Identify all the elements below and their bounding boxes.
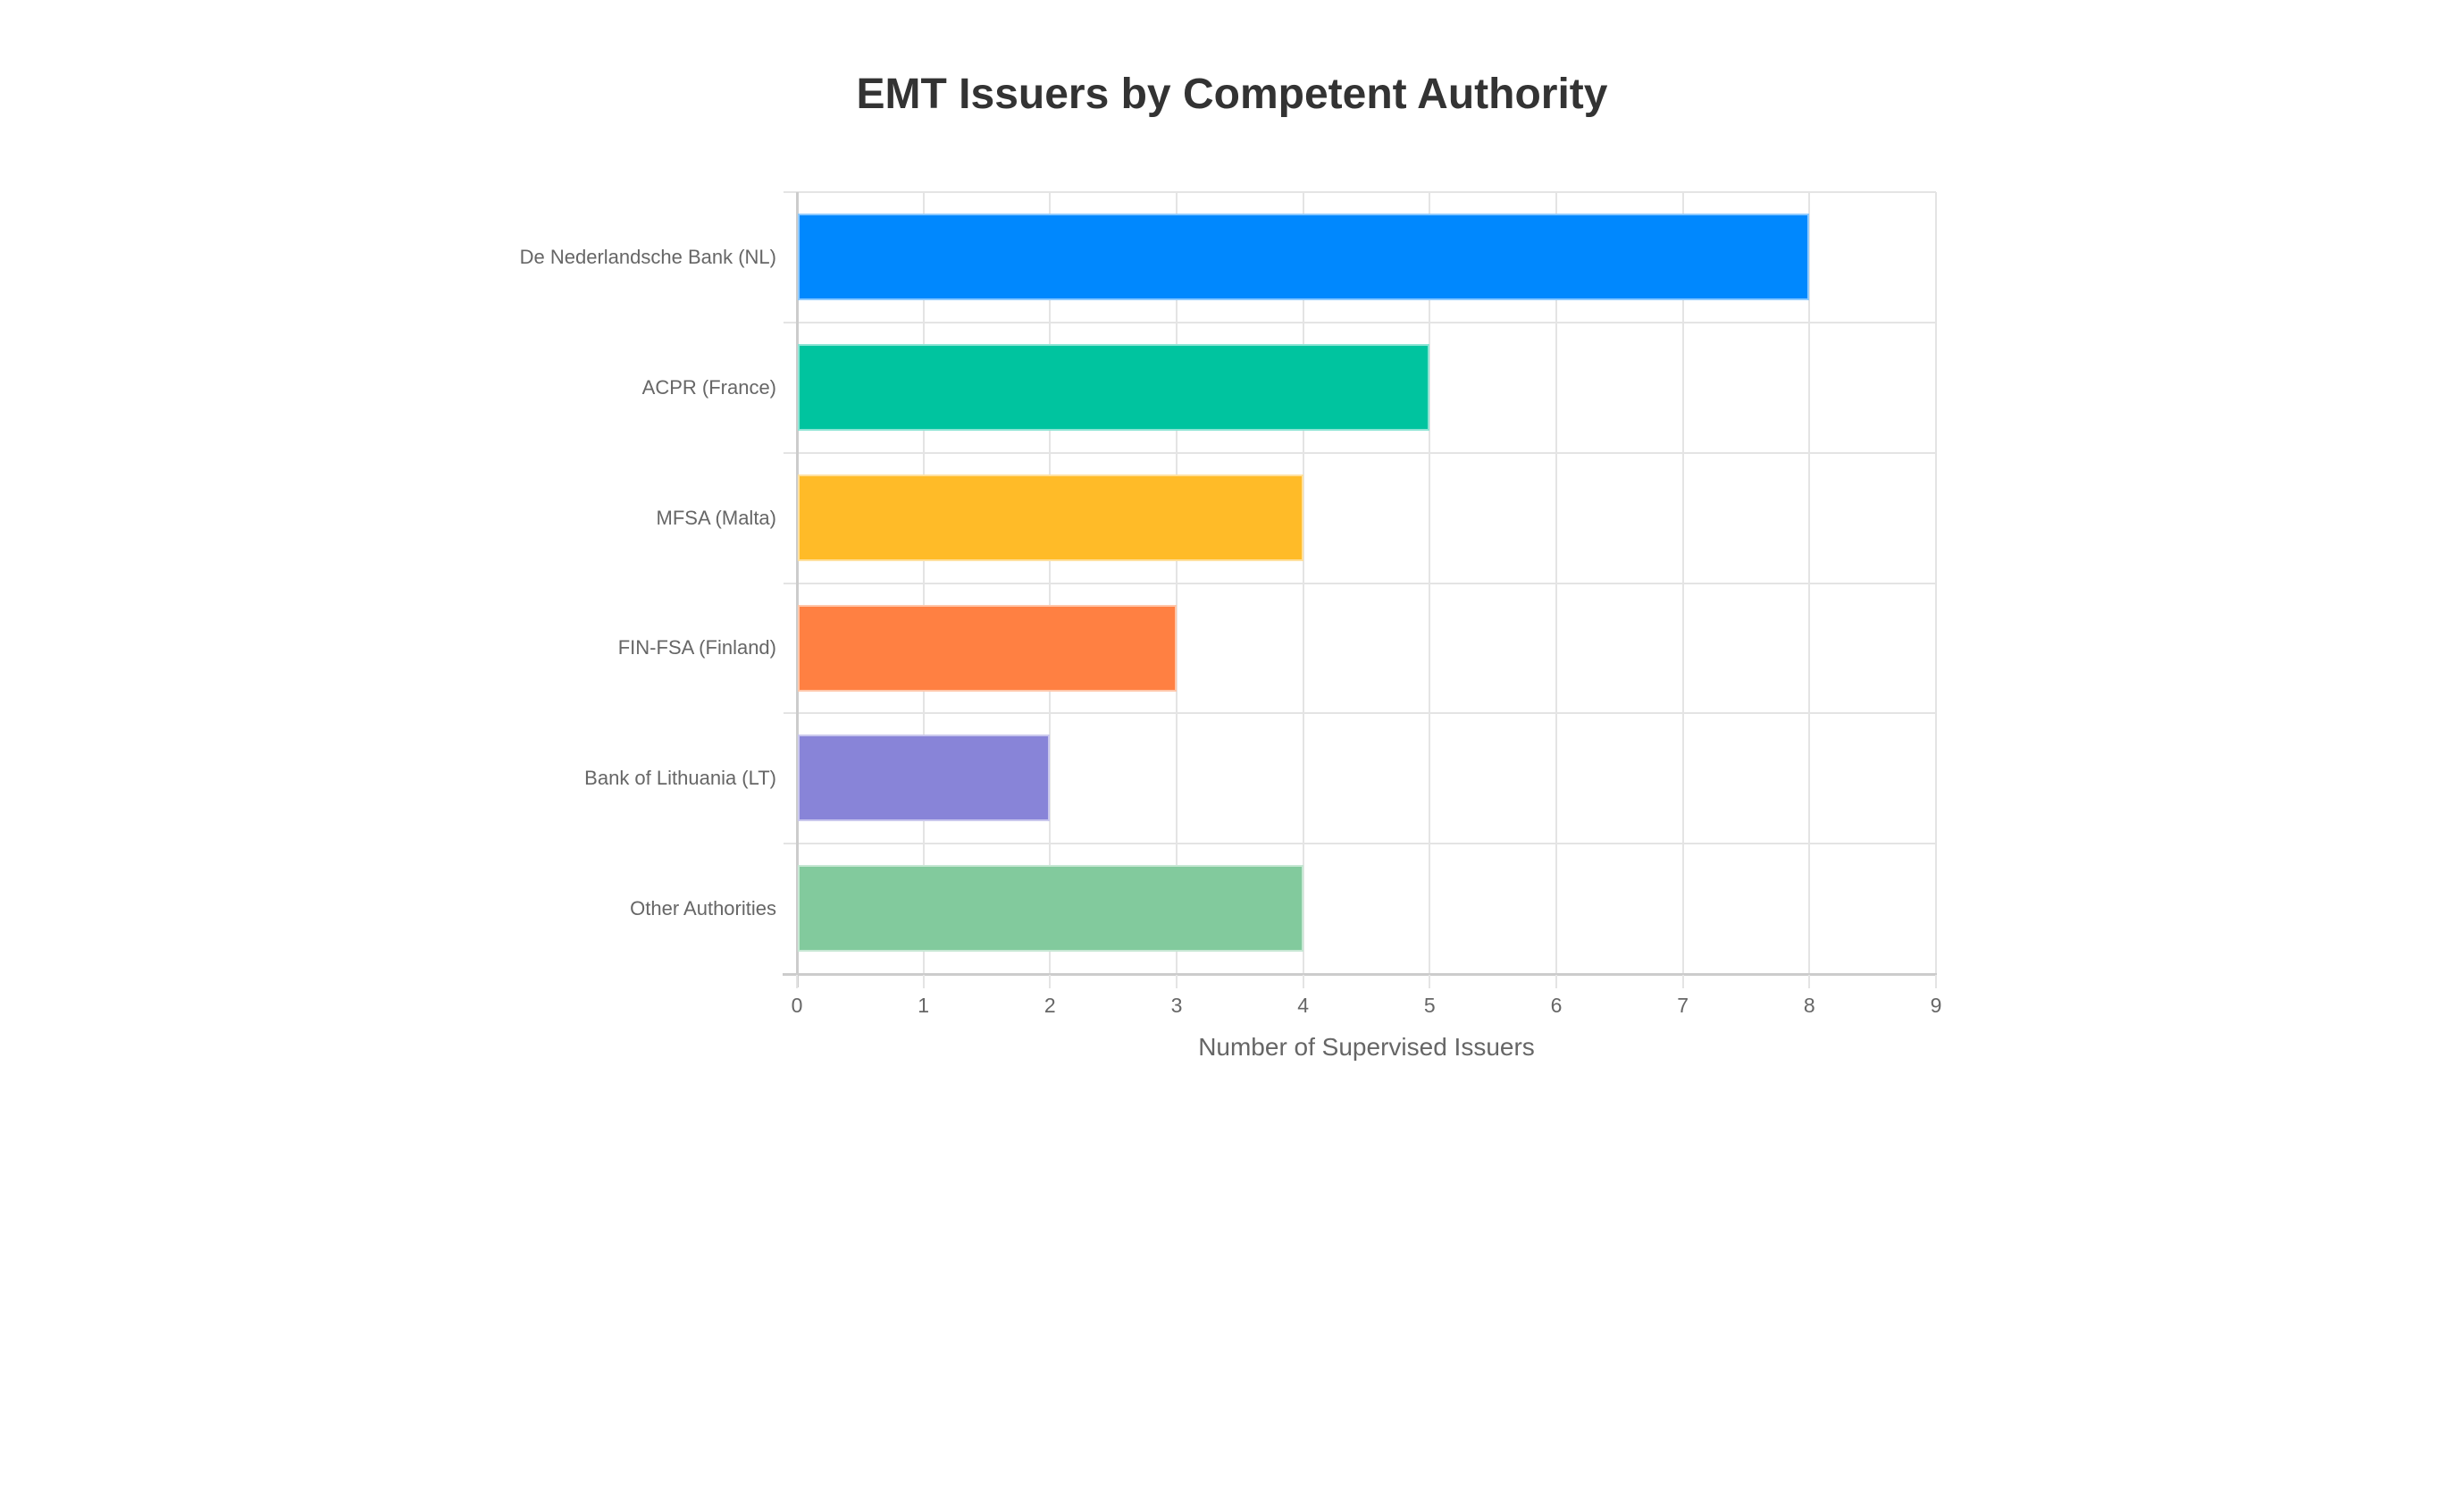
bar[interactable] — [798, 214, 1810, 300]
gridline-horizontal — [784, 712, 1936, 715]
x-tick-label: 5 — [1423, 994, 1436, 1017]
x-tick-label: 4 — [1297, 994, 1310, 1017]
x-tick-mark — [796, 975, 798, 988]
x-tick-label: 1 — [918, 994, 930, 1017]
gridline-vertical — [1429, 192, 1431, 974]
gridline-vertical — [1681, 192, 1684, 974]
gridline-vertical — [922, 192, 925, 974]
bar[interactable] — [798, 735, 1051, 822]
x-tick-label: 0 — [791, 994, 803, 1017]
bar[interactable] — [798, 865, 1303, 953]
y-tick-label: MFSA (Malta) — [656, 506, 776, 529]
x-tick-mark — [1429, 975, 1431, 988]
bar[interactable] — [798, 343, 1430, 431]
y-tick-label: Other Authorities — [630, 897, 776, 920]
y-tick-label: ACPR (France) — [641, 375, 776, 399]
gridline-vertical — [1555, 192, 1557, 974]
x-tick-label: 6 — [1550, 994, 1563, 1017]
x-tick-mark — [1681, 975, 1684, 988]
x-tick-mark — [1302, 975, 1304, 988]
gridline-horizontal — [784, 191, 1936, 193]
x-tick-mark — [922, 975, 925, 988]
y-tick-label: Bank of Lithuania (LT) — [584, 767, 776, 790]
y-tick-label: FIN-FSA (Finland) — [617, 636, 776, 659]
gridline-vertical — [1808, 192, 1811, 974]
x-tick-label: 9 — [1930, 994, 1942, 1017]
gridline-vertical — [1049, 192, 1052, 974]
x-tick-mark — [1555, 975, 1557, 988]
gridline-vertical — [1935, 192, 1937, 974]
x-tick-label: 7 — [1677, 994, 1689, 1017]
x-tick-label: 8 — [1803, 994, 1815, 1017]
y-axis-line — [796, 192, 799, 987]
y-tick-label: De Nederlandsche Bank (NL) — [519, 245, 776, 268]
gridline-horizontal — [784, 843, 1936, 845]
x-tick-mark — [1808, 975, 1811, 988]
x-axis-title: Number of Supervised Issuers — [1198, 1033, 1535, 1061]
gridline-horizontal — [784, 582, 1936, 584]
x-tick-label: 2 — [1043, 994, 1056, 1017]
x-tick-label: 3 — [1170, 994, 1183, 1017]
gridline-horizontal — [784, 451, 1936, 454]
gridline-vertical — [1302, 192, 1304, 974]
x-tick-mark — [1049, 975, 1052, 988]
bar[interactable] — [798, 604, 1177, 692]
x-axis-line — [783, 973, 1937, 976]
gridline-vertical — [1176, 192, 1178, 974]
plot-area — [783, 191, 1937, 988]
x-tick-mark — [1176, 975, 1178, 988]
bar[interactable] — [798, 474, 1303, 561]
chart-title: EMT Issuers by Competent Authority — [856, 71, 1608, 118]
gridline-horizontal — [784, 321, 1936, 323]
x-tick-mark — [1935, 975, 1937, 988]
